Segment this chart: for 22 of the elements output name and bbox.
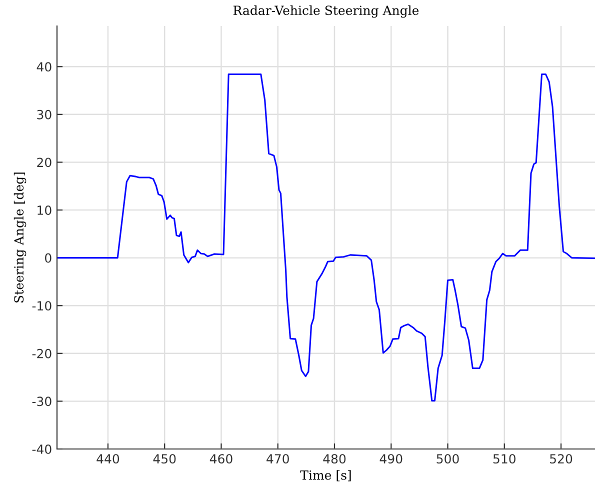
y-tick-label: -40 [32, 444, 52, 454]
y-tick-label: 10 [38, 205, 52, 215]
y-tick-label: -30 [32, 396, 52, 406]
chart-title: Radar-Vehicle Steering Angle [233, 5, 419, 18]
y-tick-label: 30 [37, 110, 52, 120]
x-tick-label: 490 [380, 454, 402, 464]
y-tick-label: 40 [36, 62, 52, 72]
y-tick-label: 20 [37, 158, 52, 168]
y-tick-label: -20 [32, 348, 52, 358]
x-tick-label: 510 [493, 454, 516, 464]
x-tick-label: 440 [96, 454, 120, 464]
x-tick-label: 480 [323, 454, 346, 464]
x-axis-title: Time [s] [300, 470, 351, 482]
x-tick-label: 460 [210, 454, 232, 464]
x-tick-label: 470 [266, 454, 289, 464]
line-series [57, 74, 595, 402]
y-axis-title: Steering Angle [deg] [14, 172, 26, 302]
y-tick-label: -10 [32, 301, 52, 311]
x-tick-label: 520 [550, 454, 572, 464]
y-tick-label: 0 [45, 253, 52, 263]
x-tick-label: 450 [153, 454, 176, 464]
x-tick-label: 500 [436, 454, 459, 464]
